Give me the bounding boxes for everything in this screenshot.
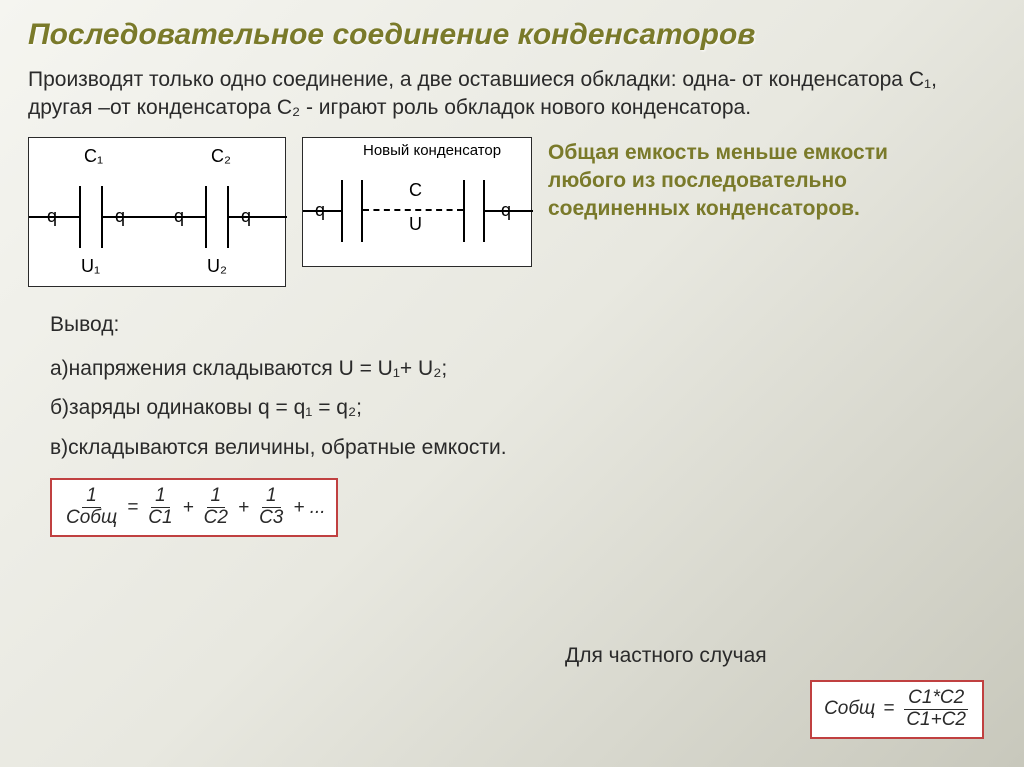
diagram-equivalent: Новый конденсатор C U q -q: [302, 137, 532, 267]
f1-t3n: 1: [262, 486, 281, 508]
side-note: Общая емкость меньше емкости любого из п…: [548, 137, 968, 224]
f1-dots: + ...: [293, 497, 325, 519]
diagram-series: C₁ C₂ q -q q -q U₁ U₂: [28, 137, 286, 287]
f1-lhs-num: 1: [82, 486, 101, 508]
conclusion-block: Вывод: а)напряжения складываются U = U₁+…: [0, 287, 1024, 469]
formula-general: 1Cобщ = 1C1 + 1C2 + 1C3 + ...: [50, 478, 338, 537]
f1-t1n: 1: [151, 486, 170, 508]
formula-row: 1Cобщ = 1C1 + 1C2 + 1C3 + ...: [0, 468, 1024, 537]
conclusion-a: а)напряжения складываются U = U₁+ U₂;: [50, 349, 994, 389]
conclusion-b: б)заряды одинаковы q = q₁ = q₂;: [50, 388, 994, 428]
f2-den: C1+C2: [902, 710, 970, 731]
f1-p2: +: [238, 497, 249, 519]
particular-case-label: Для частного случая: [565, 644, 767, 668]
f2-num: C1*C2: [904, 688, 968, 710]
f1-t1d: C1: [144, 508, 176, 529]
f2-lhs: Cобщ: [824, 698, 875, 720]
label-c2: C₂: [211, 146, 231, 167]
conclusion-label: Вывод:: [50, 305, 994, 349]
intro-text: Производят только одно соединение, а две…: [0, 52, 1024, 123]
label-newcap: Новый конденсатор: [363, 142, 501, 159]
label-q2: q: [174, 206, 184, 227]
formula-particular: Cобщ = C1*C2C1+C2: [810, 680, 984, 739]
conclusion-c: в)складываются величины, обратные емкост…: [50, 428, 994, 468]
f1-t3d: C3: [255, 508, 287, 529]
f1-t2n: 1: [207, 486, 226, 508]
label-qe: q: [315, 200, 325, 221]
f1-p1: +: [183, 497, 194, 519]
label-q1: q: [47, 206, 57, 227]
label-u: U: [409, 214, 422, 235]
label-u1: U₁: [81, 256, 100, 277]
label-nq1: -q: [109, 206, 125, 227]
f2-eq: =: [883, 698, 894, 720]
label-nqe: -q: [495, 200, 511, 221]
label-nq2: -q: [235, 206, 251, 227]
label-u2: U₂: [207, 256, 227, 277]
label-c1: C₁: [84, 146, 103, 167]
f1-t2d: C2: [200, 508, 232, 529]
f1-eq: =: [127, 497, 138, 519]
label-c: C: [409, 180, 422, 201]
diagram-row: C₁ C₂ q -q q -q U₁ U₂ Новый конденсатор: [0, 123, 1024, 287]
f1-lhs-den: Cобщ: [62, 508, 121, 529]
page-title: Последовательное соединение конденсаторо…: [0, 0, 1024, 52]
